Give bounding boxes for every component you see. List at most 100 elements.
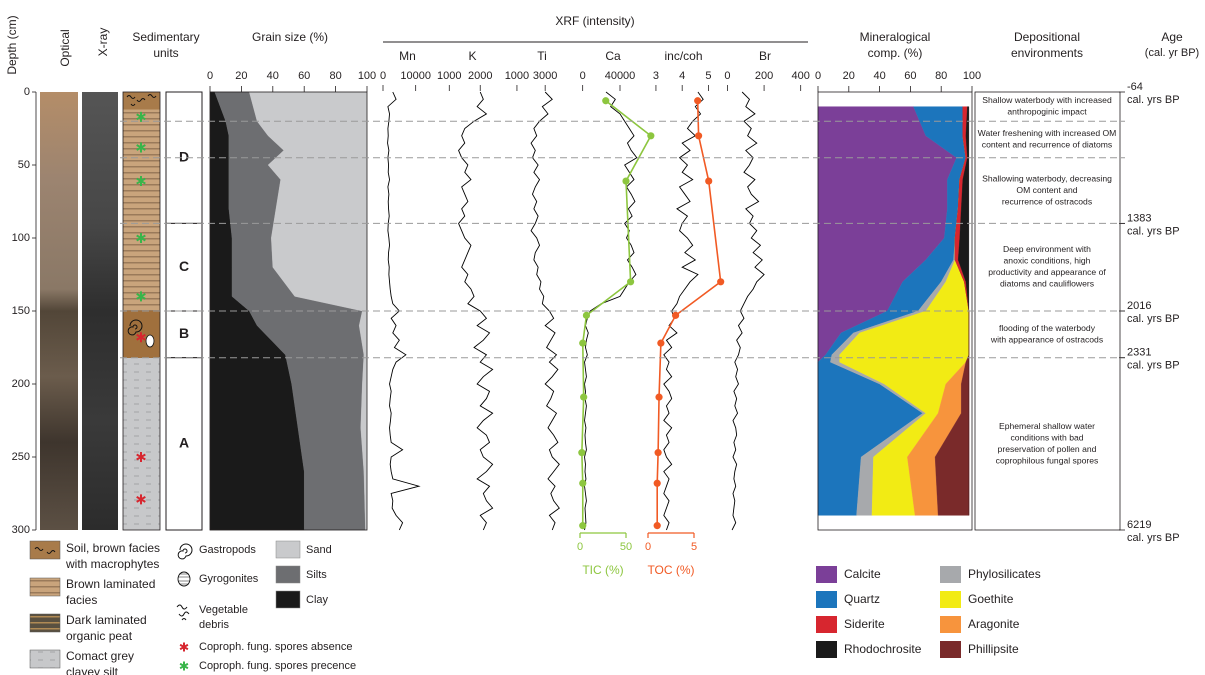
legend-label: Rhodochrosite (844, 642, 922, 656)
legend-label: facies (66, 593, 97, 607)
env-text: recurrence of ostracods (1002, 196, 1092, 206)
panel-title: Ca (605, 49, 621, 63)
age-unit: cal. yrs BP (1127, 94, 1180, 106)
panel-title: K (468, 49, 476, 63)
legend-swatch (816, 591, 837, 608)
x-tick-label: 0 (380, 70, 386, 82)
chart-title: Grain size (%) (252, 30, 328, 44)
x-tick-label: 0 (645, 541, 651, 553)
x-tick-label: 0 (207, 70, 213, 82)
proxy-point (654, 522, 661, 529)
facies-legend-swatches (30, 541, 60, 668)
legend-symbol (180, 643, 188, 652)
legend-label: Phylosilicates (968, 567, 1041, 581)
proxy-point (695, 132, 702, 139)
env-text: productivity and appearance of (988, 267, 1106, 277)
legend-symbol (180, 662, 188, 671)
legend-label: Sand (306, 544, 332, 556)
legend-swatch (276, 591, 300, 608)
y-tick-label: 50 (18, 159, 30, 171)
env-text: anoxic conditions, high (1004, 256, 1091, 266)
age-unit: cal. yrs BP (1127, 313, 1180, 325)
x-tick-label: 2000 (468, 70, 492, 82)
x-tick-label: 60 (298, 70, 310, 82)
legend-label: Siderite (844, 617, 885, 631)
proxy-point (717, 278, 724, 285)
unit-label: C (179, 258, 189, 274)
env-text: anthropoginic impact (1007, 107, 1087, 117)
y-tick-label: 200 (12, 378, 30, 390)
proxy-line (657, 101, 720, 526)
x-tick-label: 20 (843, 70, 855, 82)
legend-label: Clay (306, 594, 329, 606)
figure: Optical X-ray Depth (cm)0501001502002503… (0, 0, 1205, 675)
x-tick-label: 3000 (533, 70, 557, 82)
y-tick-label: 250 (12, 451, 30, 463)
age-unit: cal. yrs BP (1127, 532, 1180, 544)
legend-label: Gastropods (199, 544, 256, 556)
legend-label: Gyrogonites (199, 573, 259, 585)
x-tick-label: 400 (792, 70, 810, 82)
column-title: units (153, 46, 178, 60)
symbol-legend-icons (177, 544, 192, 620)
x-tick-label: 40 (267, 70, 279, 82)
env-text: Shallow waterbody with increased (982, 95, 1112, 105)
legend-label: Brown laminated (66, 577, 155, 591)
proxy-point (655, 449, 662, 456)
age-value: 2331 (1127, 347, 1151, 359)
chart-title: Mineralogical (860, 30, 931, 44)
unit-label: A (179, 435, 189, 451)
panel-title: inc/coh (664, 49, 702, 63)
x-tick-label: 50 (620, 541, 632, 553)
proxy-point (672, 312, 679, 319)
xray-core (82, 92, 118, 530)
legend-swatch (816, 641, 837, 658)
env-text: coprophilous fungal spores (996, 455, 1099, 465)
proxy-point (579, 522, 586, 529)
proxy-point (580, 394, 587, 401)
x-tick-label: 0 (577, 541, 583, 553)
legend-label: with macrophytes (65, 557, 159, 571)
column-title: Optical (58, 29, 72, 66)
x-tick-label: 1000 (437, 70, 461, 82)
legend-label: clayey silt (66, 665, 119, 675)
xrf-curve (388, 92, 419, 530)
legend-label: Calcite (844, 567, 881, 581)
env-text: OM content and (1016, 185, 1077, 195)
legend-swatch (816, 566, 837, 583)
unit-label: B (179, 325, 189, 341)
x-tick-label: 5 (705, 70, 711, 82)
legend-swatch (940, 616, 961, 633)
panel-title: Ti (537, 49, 547, 63)
proxy-point (579, 480, 586, 487)
legend-label: Quartz (844, 592, 880, 606)
env-text: diatoms and cauliflowers (1000, 279, 1094, 289)
age-unit: cal. yrs BP (1127, 225, 1180, 237)
env-text: preservation of pollen and (998, 444, 1097, 454)
env-text: Shallowing waterbody, decreasing (982, 173, 1112, 183)
legend-swatch (276, 541, 300, 558)
unit-label: D (179, 148, 189, 164)
chart-title: XRF (intensity) (555, 14, 634, 28)
panel-title: Mn (399, 49, 416, 63)
age-value: 1383 (1127, 212, 1151, 224)
x-tick-label: 0 (580, 70, 586, 82)
axis-title: TIC (%) (582, 563, 623, 577)
env-text: with appearance of ostracods (990, 334, 1103, 344)
age-value: -64 (1127, 81, 1143, 93)
y-tick-label: 300 (12, 524, 30, 536)
column-title: Sedimentary (132, 30, 199, 44)
column-title: Depositional (1014, 30, 1080, 44)
legend-label: Aragonite (968, 617, 1020, 631)
x-tick-label: 1000 (505, 70, 529, 82)
chart-title: comp. (%) (868, 46, 923, 60)
x-tick-label: 60 (904, 70, 916, 82)
x-tick-label: 0 (815, 70, 821, 82)
x-tick-label: 0 (724, 70, 730, 82)
legend-swatch (816, 616, 837, 633)
axis-title: TOC (%) (647, 563, 694, 577)
x-tick-label: 20 (235, 70, 247, 82)
proxy-point (657, 340, 664, 347)
env-text: conditions with bad (1010, 432, 1083, 442)
legend-label: Coproph. fung. spores precence (199, 660, 356, 672)
